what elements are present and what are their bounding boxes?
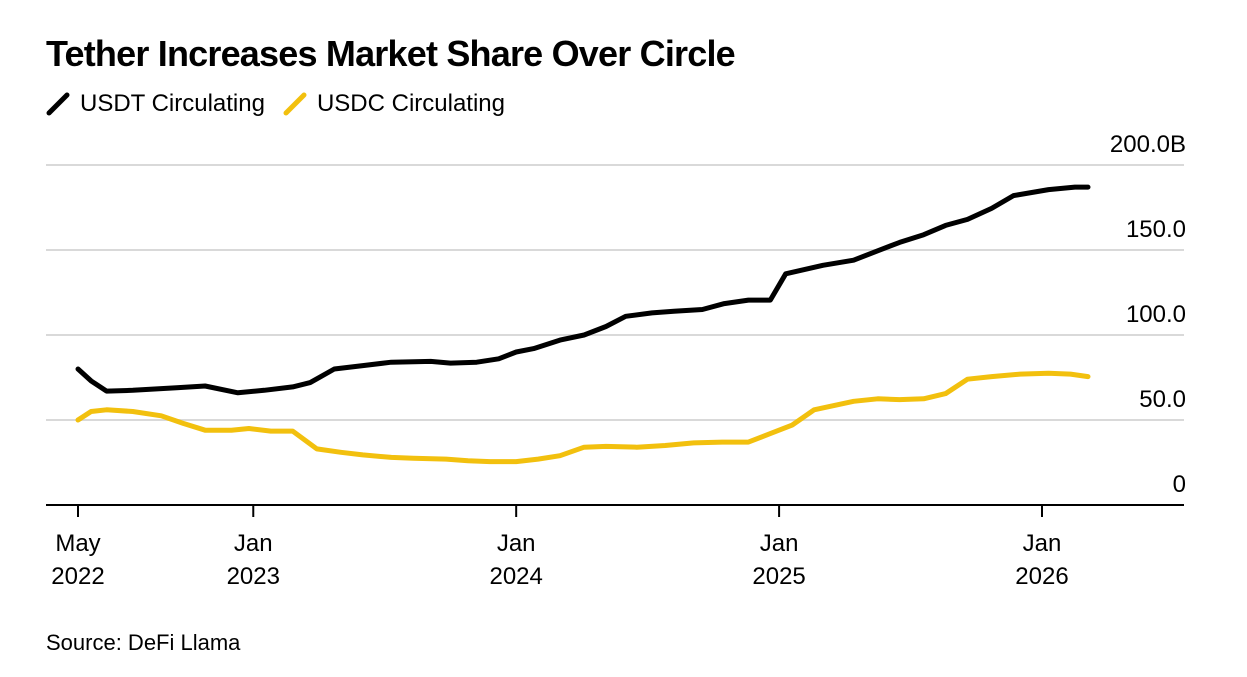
x-tick-label-month: Jan [497, 530, 536, 557]
usdc-line-swatch-icon [283, 92, 307, 116]
usdc-series-line [75, 370, 1091, 465]
legend-label-usdc: USDC Circulating [316, 90, 506, 117]
x-tick-label-year: 2022 [51, 563, 104, 590]
y-tick-label: 100.0 [1126, 301, 1186, 328]
legend-label-usdt: USDT Circulating [80, 90, 265, 117]
chart-title: Tether Increases Market Share Over Circl… [46, 33, 736, 74]
usdt-series-line [75, 184, 1091, 396]
y-tick-label: 0 [1173, 471, 1186, 498]
x-tick-label-month: Jan [234, 530, 273, 557]
legend-item-usdt: USDT Circulating [46, 90, 265, 118]
x-tick-label-month: May [55, 530, 100, 557]
legend-item-usdc: USDC Circulating [283, 90, 505, 118]
x-tick-label-month: Jan [1023, 530, 1062, 557]
chart-legend: USDT Circulating USDC Circulating [46, 90, 523, 118]
x-tick-label-year: 2025 [752, 563, 805, 590]
source-note: Source: DeFi Llama [46, 630, 241, 655]
y-tick-label: 50.0 [1139, 386, 1186, 413]
x-tick-label-year: 2026 [1015, 563, 1068, 590]
x-tick-label-year: 2023 [227, 563, 280, 590]
y-tick-label: 200.0B [1110, 131, 1186, 158]
y-tick-label: 150.0 [1126, 216, 1186, 243]
x-tick-label-month: Jan [760, 530, 799, 557]
x-tick-label-year: 2024 [489, 563, 542, 590]
usdt-line-swatch-icon [46, 92, 70, 116]
